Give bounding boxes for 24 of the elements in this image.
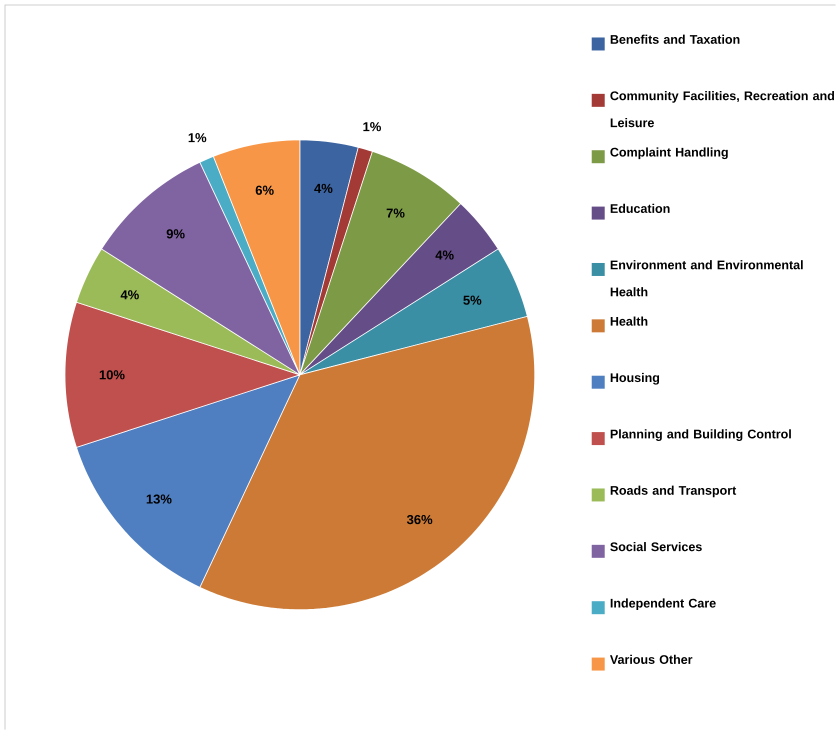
- legend-label: Complaint Handling: [610, 147, 728, 160]
- category-label: Environment and Environmental Health: [610, 260, 803, 296]
- legend-label: Social Services: [610, 542, 702, 552]
- data-label: 1%: [363, 122, 381, 132]
- legend-label: Planning and Building Control: [610, 429, 791, 441]
- data-label: 36%: [406, 514, 432, 524]
- legend-label: Benefits and Taxation: [610, 34, 740, 44]
- data-label: 5%: [463, 296, 482, 305]
- data-label: 4%: [435, 250, 454, 260]
- data-label: 13%: [146, 494, 172, 504]
- legend-label: Independent Care: [610, 598, 716, 610]
- data-label: 7%: [386, 208, 405, 218]
- data-label: 6%: [256, 186, 274, 195]
- legend-label: Education: [610, 204, 670, 213]
- data-label: 9%: [166, 229, 185, 238]
- legend-label: Health: [610, 316, 648, 326]
- legend-label: Housing: [610, 372, 660, 385]
- legend-label: Roads and Transport: [610, 486, 736, 498]
- data-label: 4%: [314, 184, 332, 193]
- data-label: 4%: [120, 290, 139, 300]
- data-label: 1%: [188, 133, 206, 142]
- legend-label: Various Other: [610, 654, 692, 664]
- category-label: Community Facilities, Recreation and Leisure: [610, 91, 834, 128]
- data-label: 10%: [100, 370, 125, 380]
